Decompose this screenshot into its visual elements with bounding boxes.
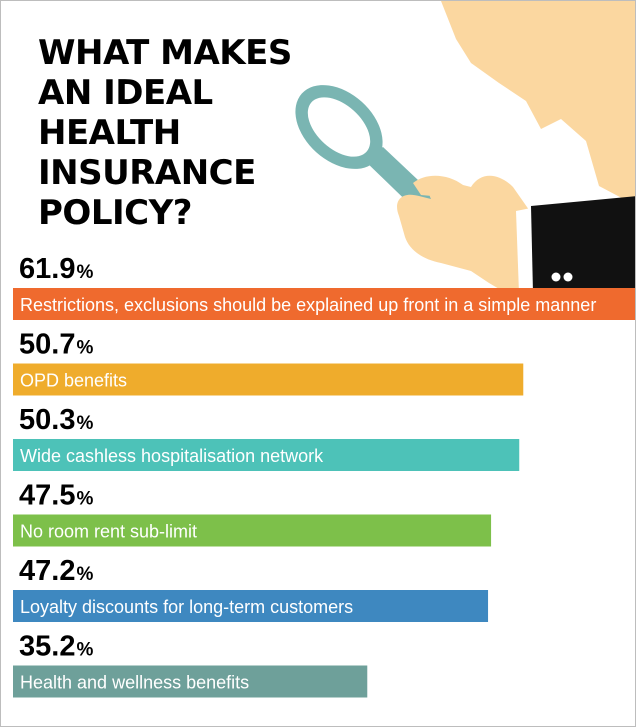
bar (13, 590, 489, 622)
cufflink-dot (563, 272, 573, 282)
title-line: POLICY? (38, 193, 192, 233)
lens-glass (307, 97, 371, 157)
bar (13, 514, 492, 547)
unit-label: % (76, 262, 93, 283)
bar-label: Wide cashless hospitalisation network (20, 446, 324, 466)
bar (13, 439, 520, 471)
bar-label: Restrictions, exclusions should be expla… (20, 295, 596, 315)
title-line: WHAT MAKES (38, 33, 292, 73)
magnifier-illustration (295, 1, 635, 293)
unit-label: % (76, 489, 93, 510)
bar (13, 288, 635, 320)
cufflink-dot (551, 272, 561, 282)
value-label: 50.3 (19, 404, 75, 436)
title-line: HEALTH (38, 113, 181, 153)
unit-label: % (76, 564, 93, 585)
value-label: 47.5 (19, 480, 75, 512)
bar-label: Loyalty discounts for long-term customer… (20, 597, 353, 617)
chart-title: WHAT MAKES AN IDEAL HEALTH INSURANCE POL… (38, 33, 292, 233)
value-label: 61.9 (19, 253, 75, 285)
unit-label: % (76, 338, 93, 359)
unit-label: % (76, 640, 93, 661)
value-label: 50.7 (19, 329, 75, 361)
face-shape (441, 1, 635, 205)
thumb-shape (413, 175, 479, 213)
hand-shape (397, 175, 541, 293)
suit-sleeve (531, 196, 635, 293)
value-label: 47.2 (19, 555, 75, 587)
bar-label: No room rent sub-limit (20, 522, 197, 542)
title-line: AN IDEAL (38, 73, 213, 113)
value-label: 35.2 (19, 631, 75, 663)
unit-label: % (76, 413, 93, 434)
title-line: INSURANCE (38, 153, 256, 193)
bar-label: Health and wellness benefits (20, 673, 249, 693)
bar (13, 363, 524, 396)
bar-label: OPD benefits (20, 371, 127, 391)
bar (13, 665, 368, 698)
